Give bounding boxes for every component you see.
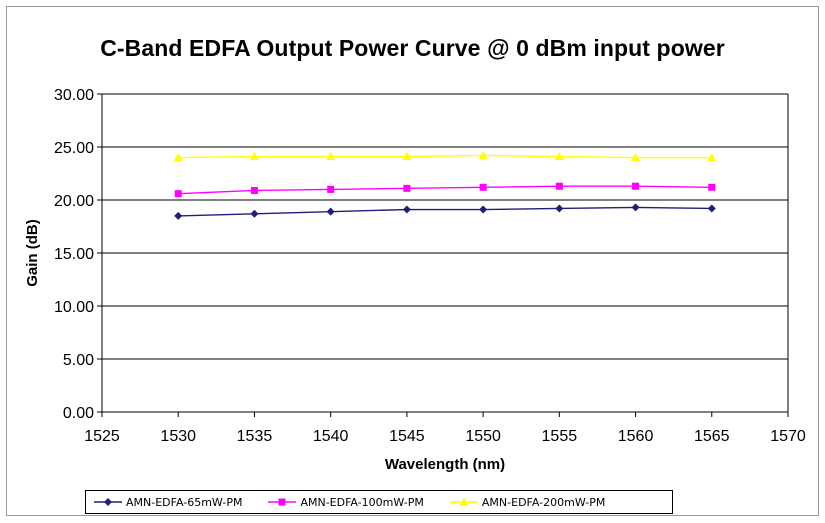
series-1-point bbox=[555, 204, 564, 213]
legend-label: AMN-EDFA-100mW-PM bbox=[300, 495, 424, 509]
legend-entry-3: AMN-EDFA-200mW-PM bbox=[449, 495, 606, 509]
legend-entry-1: AMN-EDFA-65mW-PM bbox=[94, 496, 242, 509]
x-axis-label: Wavelength (nm) bbox=[385, 456, 505, 473]
series-line-3 bbox=[178, 154, 712, 159]
chart-title: C-Band EDFA Output Power Curve @ 0 dBm i… bbox=[100, 35, 725, 61]
series-1-point bbox=[174, 211, 183, 220]
series-1-point bbox=[631, 203, 640, 212]
series-1-point bbox=[326, 207, 335, 216]
series-3-point bbox=[249, 152, 259, 161]
y-tick-label: 10.00 bbox=[54, 299, 94, 316]
series-3-point bbox=[554, 152, 564, 161]
y-tick-label: 30.00 bbox=[54, 87, 94, 104]
y-tick-label: 5.00 bbox=[63, 352, 94, 369]
chart-svg: 0.00 5.00 10.00 15.00 20.00 25.00 30.00 1525 153… bbox=[24, 87, 806, 473]
x-tick-label: 1545 bbox=[389, 428, 425, 445]
series-2-point bbox=[479, 183, 487, 191]
series-2-point bbox=[250, 186, 258, 194]
x-tick-label: 1550 bbox=[465, 428, 501, 445]
legend-entry-2: AMN-EDFA-100mW-PM bbox=[268, 495, 424, 509]
series-1-point bbox=[250, 209, 259, 218]
x-tick-label: 1555 bbox=[542, 428, 578, 445]
series-2-point bbox=[327, 185, 335, 193]
legend-swatch-icon bbox=[94, 498, 122, 506]
legend-label: AMN-EDFA-65mW-PM bbox=[126, 495, 243, 509]
series-2-point bbox=[555, 182, 563, 190]
legend-swatch-icon bbox=[268, 498, 297, 506]
x-tick-label: 1570 bbox=[770, 428, 806, 445]
y-tick-label: 0.00 bbox=[63, 405, 94, 422]
series-3-point bbox=[402, 152, 412, 161]
x-tick-label: 1530 bbox=[160, 428, 196, 445]
chart-frame: C-Band EDFA Output Power Curve @ 0 dBm i… bbox=[6, 6, 819, 516]
series-3-point bbox=[631, 153, 641, 162]
y-tick-label: 15.00 bbox=[54, 246, 94, 263]
legend-label: AMN-EDFA-200mW-PM bbox=[481, 495, 606, 509]
series-3-point bbox=[707, 153, 717, 162]
series-2-point bbox=[403, 184, 411, 192]
y-axis-label: Gain (dB) bbox=[24, 219, 41, 287]
series-3-point bbox=[326, 152, 336, 161]
x-tick-label: 1560 bbox=[618, 428, 654, 445]
legend: AMN-EDFA-65mW-PM AMN-EDFA-100mW-PM AMN-EDF… bbox=[85, 490, 673, 514]
y-tick-label: 20.00 bbox=[54, 193, 94, 210]
legend-swatch-icon bbox=[449, 497, 478, 506]
x-tick-label: 1540 bbox=[313, 428, 349, 445]
series-3-point bbox=[478, 150, 488, 159]
series-2-point bbox=[174, 190, 182, 198]
x-tick-label: 1565 bbox=[694, 428, 730, 445]
series-line-1 bbox=[178, 206, 712, 217]
series-3-point bbox=[173, 153, 183, 162]
series-1-point bbox=[479, 205, 488, 214]
series-1-point bbox=[707, 204, 716, 213]
series-line-2 bbox=[178, 185, 712, 195]
series-1-point bbox=[402, 205, 411, 214]
x-tick-label: 1525 bbox=[84, 428, 120, 445]
series-2-point bbox=[708, 183, 716, 191]
y-tick-label: 25.00 bbox=[54, 140, 94, 157]
x-tick-label: 1535 bbox=[237, 428, 273, 445]
series-2-point bbox=[632, 182, 640, 190]
